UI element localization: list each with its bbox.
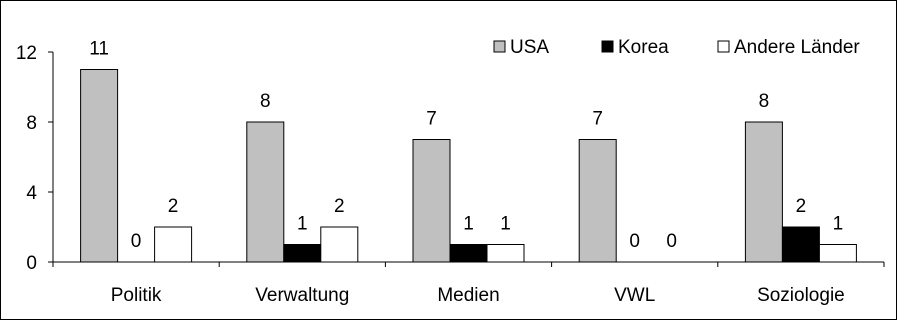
x-axis-labels: Politik Verwaltung Medien VWL Soziologie [111, 285, 845, 306]
data-label: 0 [131, 231, 142, 252]
bar-usa [578, 139, 617, 263]
bar-andere-länder [486, 244, 525, 263]
data-label: 1 [500, 214, 511, 235]
data-label: 7 [426, 109, 437, 130]
x-category-label: Medien [437, 285, 499, 306]
bar-usa [246, 121, 285, 263]
bar-andere-länder [320, 226, 359, 263]
data-label: 2 [168, 196, 179, 217]
data-label: 2 [796, 196, 807, 217]
y-tick-label: 8 [26, 113, 37, 134]
bar-andere-länder [818, 244, 857, 263]
bar-usa [412, 139, 451, 263]
y-axis-ticks: 0 4 8 12 [16, 43, 53, 274]
y-tick-label: 12 [16, 43, 37, 64]
legend: USA Korea Andere Länder [493, 37, 860, 58]
data-label: 8 [260, 91, 271, 112]
bar-korea [449, 244, 488, 263]
x-category-label: Verwaltung [255, 285, 349, 306]
data-label: 2 [334, 196, 345, 217]
legend-swatch [601, 40, 614, 53]
legend-label: USA [510, 37, 549, 58]
legend-swatch [493, 40, 506, 53]
bars [80, 69, 857, 263]
legend-label: Korea [618, 37, 669, 58]
x-category-label: Soziologie [757, 285, 845, 306]
data-label: 8 [759, 91, 770, 112]
data-label: 1 [833, 214, 844, 235]
data-label: 1 [463, 214, 474, 235]
x-category-label: VWL [614, 285, 655, 306]
data-label: 0 [666, 231, 677, 252]
legend-label: Andere Länder [734, 37, 860, 58]
bar-korea [781, 226, 820, 263]
y-tick-label: 4 [26, 183, 37, 204]
legend-swatch [717, 40, 730, 53]
bar-usa [80, 69, 119, 263]
bar-usa [744, 121, 783, 263]
data-label: 1 [297, 214, 308, 235]
data-label: 0 [629, 231, 640, 252]
bar-andere-länder [154, 226, 193, 263]
y-tick-label: 0 [26, 253, 37, 274]
x-category-label: Politik [111, 285, 162, 306]
bar-korea [283, 244, 322, 263]
data-label: 7 [592, 109, 603, 130]
data-label: 11 [89, 39, 109, 60]
